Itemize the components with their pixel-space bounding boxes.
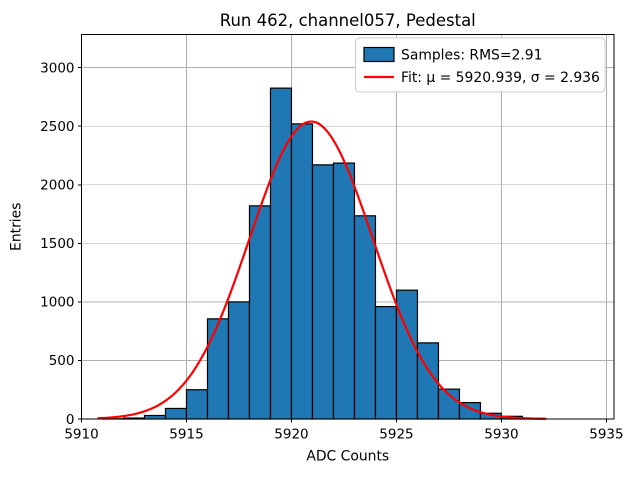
x-tick-label: 5925 <box>379 427 413 443</box>
y-axis: 0 500 1000 1500 2000 2500 3000 <box>40 60 82 428</box>
plot-border <box>81 34 615 420</box>
x-axis-label: ADC Counts <box>306 449 389 465</box>
y-tick-label: 2000 <box>40 178 74 194</box>
y-tick-label: 3000 <box>40 60 74 76</box>
histogram-bar <box>374 305 398 420</box>
histogram-bar <box>164 407 188 420</box>
histogram-bar <box>248 205 272 420</box>
y-axis-label: Entries <box>9 203 25 251</box>
y-tick-label: 2500 <box>40 119 74 135</box>
histogram-bar <box>206 318 230 420</box>
histogram-bar <box>395 289 419 420</box>
x-tick-label: 5930 <box>484 427 518 443</box>
histogram-bars <box>101 87 545 420</box>
y-tick-label: 500 <box>49 353 75 369</box>
legend-box <box>355 37 606 93</box>
histogram-bar <box>185 389 209 420</box>
x-tick-label: 5920 <box>274 427 308 443</box>
y-tick-label: 1000 <box>40 295 74 311</box>
x-tick-label: 5910 <box>64 427 98 443</box>
histogram-bar <box>269 87 293 420</box>
gaussian-fit-curve <box>97 120 547 420</box>
chart-title: Run 462, channel057, Pedestal <box>220 11 476 30</box>
legend-samples-label: Samples: RMS=2.91 <box>401 48 542 64</box>
y-tick-label: 1500 <box>40 236 74 252</box>
histogram-bar <box>353 215 377 420</box>
x-tick-label: 5915 <box>169 427 203 443</box>
y-tick-label: 0 <box>66 412 75 428</box>
legend-samples-swatch <box>363 46 395 63</box>
histogram-bar <box>311 164 335 420</box>
x-tick-label: 5935 <box>589 427 623 443</box>
histogram-bar <box>332 162 356 420</box>
histogram-bar <box>290 123 314 420</box>
histogram-bar <box>227 301 251 420</box>
x-axis: 5910 5915 5920 5925 5930 5935 <box>64 419 624 443</box>
legend-fit-label: Fit: μ = 5920.939, σ = 2.936 <box>401 70 600 86</box>
histogram-bar <box>143 414 167 420</box>
legend: Samples: RMS=2.91 Fit: μ = 5920.939, σ =… <box>355 37 606 93</box>
